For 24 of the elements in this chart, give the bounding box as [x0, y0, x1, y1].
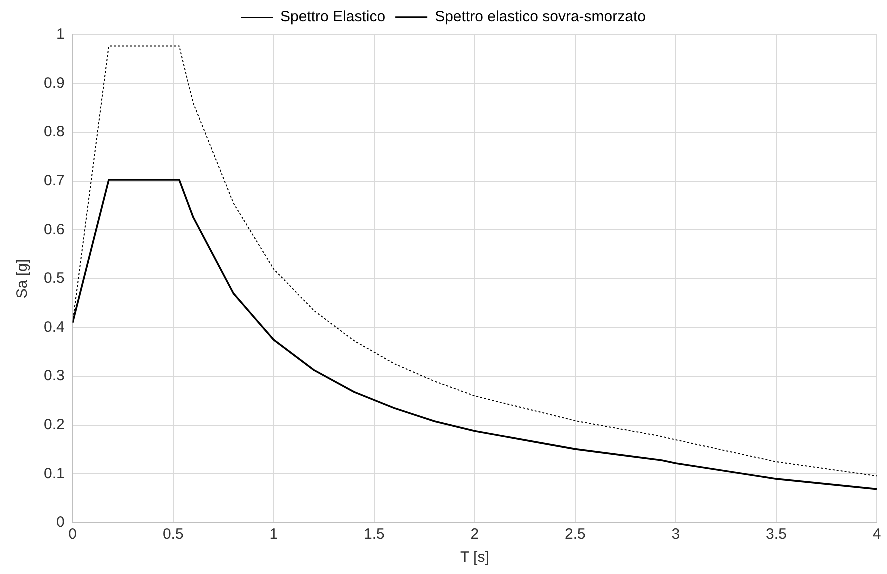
- x-tick-label: 3.5: [766, 526, 787, 544]
- y-tick-label: 1: [56, 26, 65, 44]
- x-tick-label: 1.5: [364, 526, 385, 544]
- y-tick-label: 0.9: [44, 74, 65, 92]
- x-tick-label: 0.5: [162, 526, 184, 544]
- x-tick-label: 1: [270, 526, 278, 544]
- legend-label: Spettro elastico sovra-smorzato: [435, 8, 646, 26]
- y-tick-label: 0.8: [44, 124, 65, 141]
- y-tick-label: 0.1: [44, 465, 65, 482]
- y-tick-label: 0.3: [44, 368, 65, 385]
- x-tick-label: 2: [470, 526, 480, 544]
- x-axis-title: T [s]: [460, 549, 490, 566]
- x-tick-label: 4: [872, 526, 882, 544]
- y-tick-label: 0.2: [44, 416, 65, 434]
- y-axis-title: Sa [g]: [14, 259, 32, 299]
- y-tick-label: 0.5: [44, 270, 65, 288]
- y-tick-label: 0.7: [44, 172, 65, 190]
- x-tick-label: 3: [672, 526, 680, 544]
- x-tick-label: 2.5: [565, 526, 586, 544]
- y-tick-label: 0.4: [44, 318, 65, 336]
- y-tick-label: 0.6: [44, 221, 65, 238]
- legend-label: Spettro Elastico: [280, 8, 386, 26]
- y-tick-label: 0: [56, 514, 65, 532]
- x-tick-label: 0: [68, 526, 78, 544]
